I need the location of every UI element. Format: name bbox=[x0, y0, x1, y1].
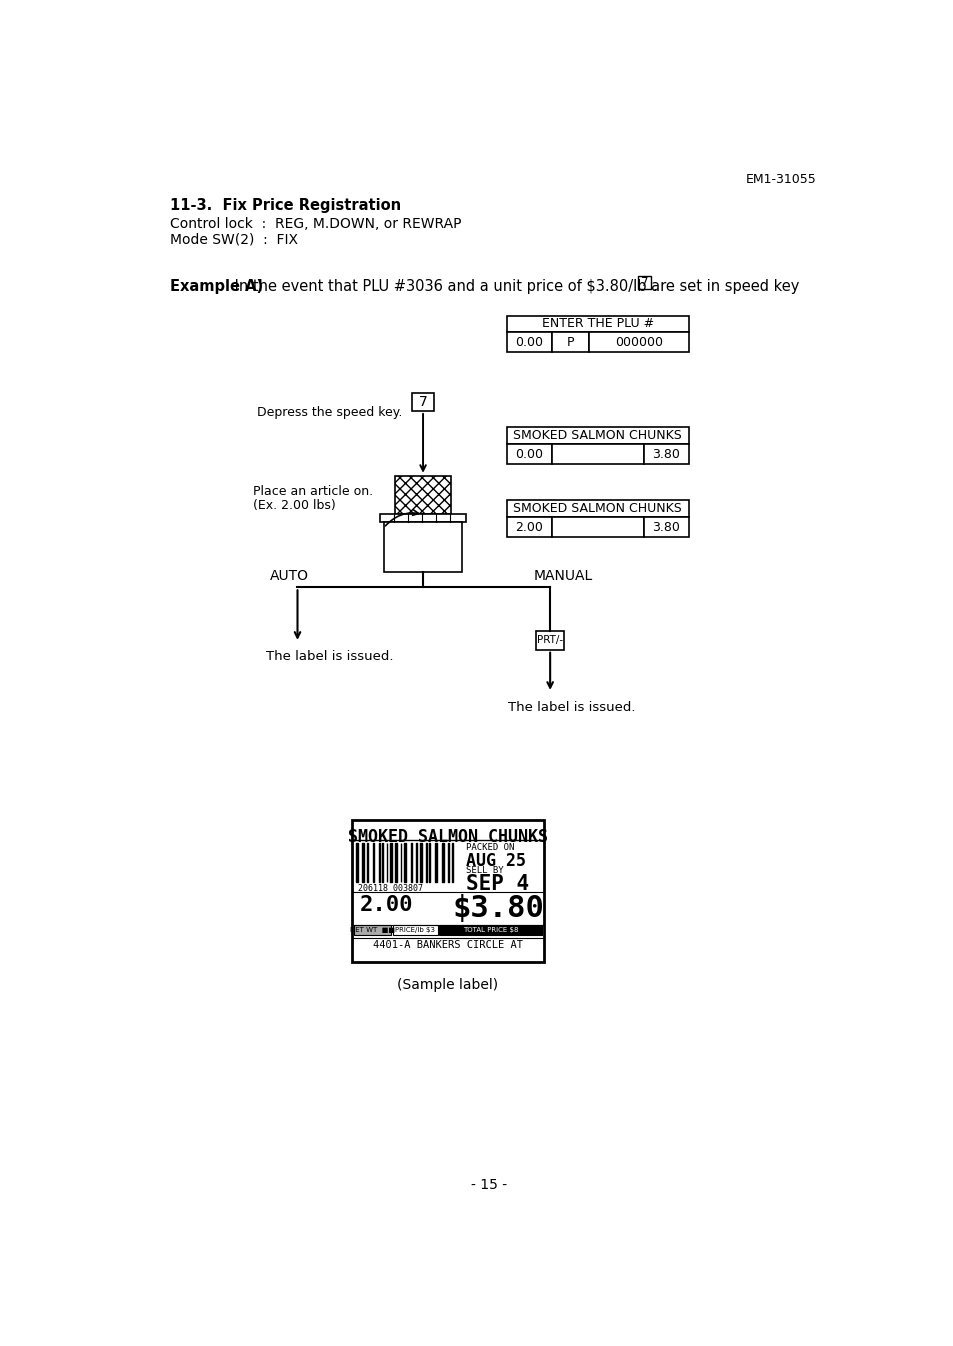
Text: NET WT  ■■: NET WT ■■ bbox=[350, 927, 395, 933]
Text: EM1-31055: EM1-31055 bbox=[745, 174, 816, 186]
Bar bbox=[643, 444, 688, 464]
Bar bbox=[393, 925, 437, 935]
Text: 11-3.  Fix Price Registration: 11-3. Fix Price Registration bbox=[170, 198, 400, 214]
Bar bbox=[506, 501, 688, 517]
Bar bbox=[588, 332, 688, 353]
Text: PRT/-: PRT/- bbox=[537, 635, 562, 646]
Bar bbox=[536, 631, 563, 650]
Text: Control lock  :  REG, M.DOWN, or REWRAP: Control lock : REG, M.DOWN, or REWRAP bbox=[170, 217, 460, 232]
Bar bbox=[551, 332, 588, 353]
Text: 0.00: 0.00 bbox=[515, 448, 542, 460]
Text: 4401-A BANKERS CIRCLE AT: 4401-A BANKERS CIRCLE AT bbox=[373, 940, 522, 950]
Text: PRICE/lb $3: PRICE/lb $3 bbox=[395, 927, 435, 933]
Text: 2.00: 2.00 bbox=[515, 521, 542, 534]
Bar bbox=[506, 427, 688, 444]
Text: SELL BY: SELL BY bbox=[466, 865, 503, 875]
Bar bbox=[354, 925, 391, 935]
Text: 2.00: 2.00 bbox=[359, 895, 413, 915]
Text: SMOKED SALMON CHUNKS: SMOKED SALMON CHUNKS bbox=[348, 828, 547, 845]
Bar bbox=[506, 517, 551, 537]
Text: In the event that PLU #3036 and a unit price of $3.80/lb are set in speed key: In the event that PLU #3036 and a unit p… bbox=[230, 279, 799, 293]
Bar bbox=[506, 332, 551, 353]
Text: Mode SW(2)  :  FIX: Mode SW(2) : FIX bbox=[170, 233, 297, 246]
Bar bbox=[352, 820, 543, 962]
Text: 206118 003807: 206118 003807 bbox=[357, 884, 422, 892]
Text: PACKED ON: PACKED ON bbox=[466, 843, 515, 852]
Bar bbox=[439, 925, 541, 935]
Bar bbox=[384, 522, 461, 572]
Text: (Ex. 2.00 lbs): (Ex. 2.00 lbs) bbox=[253, 499, 335, 511]
Text: Example A): Example A) bbox=[170, 279, 262, 293]
Text: ENTER THE PLU #: ENTER THE PLU # bbox=[541, 318, 653, 331]
Text: Place an article on.: Place an article on. bbox=[253, 485, 373, 498]
Text: 7: 7 bbox=[640, 276, 648, 289]
Bar bbox=[506, 315, 688, 332]
Bar bbox=[395, 475, 451, 514]
Text: SEP 4: SEP 4 bbox=[466, 874, 529, 894]
Text: The label is issued.: The label is issued. bbox=[266, 650, 394, 664]
Bar bbox=[506, 444, 551, 464]
Text: 3.80: 3.80 bbox=[652, 448, 679, 460]
Text: The label is issued.: The label is issued. bbox=[507, 700, 635, 713]
Text: 000000: 000000 bbox=[615, 336, 662, 349]
Bar bbox=[380, 514, 465, 522]
Bar bbox=[643, 517, 688, 537]
Text: P: P bbox=[566, 336, 574, 349]
Text: (Sample label): (Sample label) bbox=[396, 977, 497, 992]
Text: $3.80: $3.80 bbox=[452, 894, 544, 923]
Bar bbox=[551, 444, 643, 464]
Text: SMOKED SALMON CHUNKS: SMOKED SALMON CHUNKS bbox=[513, 502, 681, 516]
Text: - 15 -: - 15 - bbox=[471, 1178, 506, 1193]
Text: 0.00: 0.00 bbox=[515, 336, 542, 349]
Bar bbox=[551, 517, 643, 537]
Text: TOTAL PRICE $8: TOTAL PRICE $8 bbox=[462, 927, 517, 933]
Bar bbox=[638, 276, 650, 289]
Text: SMOKED SALMON CHUNKS: SMOKED SALMON CHUNKS bbox=[513, 429, 681, 441]
Text: AUTO: AUTO bbox=[270, 569, 309, 583]
Text: .: . bbox=[652, 279, 657, 293]
Text: AUG 25: AUG 25 bbox=[466, 852, 526, 871]
Text: 7: 7 bbox=[418, 394, 427, 409]
Text: MANUAL: MANUAL bbox=[534, 569, 593, 583]
Text: 3.80: 3.80 bbox=[652, 521, 679, 534]
Text: Depress the speed key.: Depress the speed key. bbox=[257, 406, 402, 420]
Bar bbox=[412, 393, 434, 411]
